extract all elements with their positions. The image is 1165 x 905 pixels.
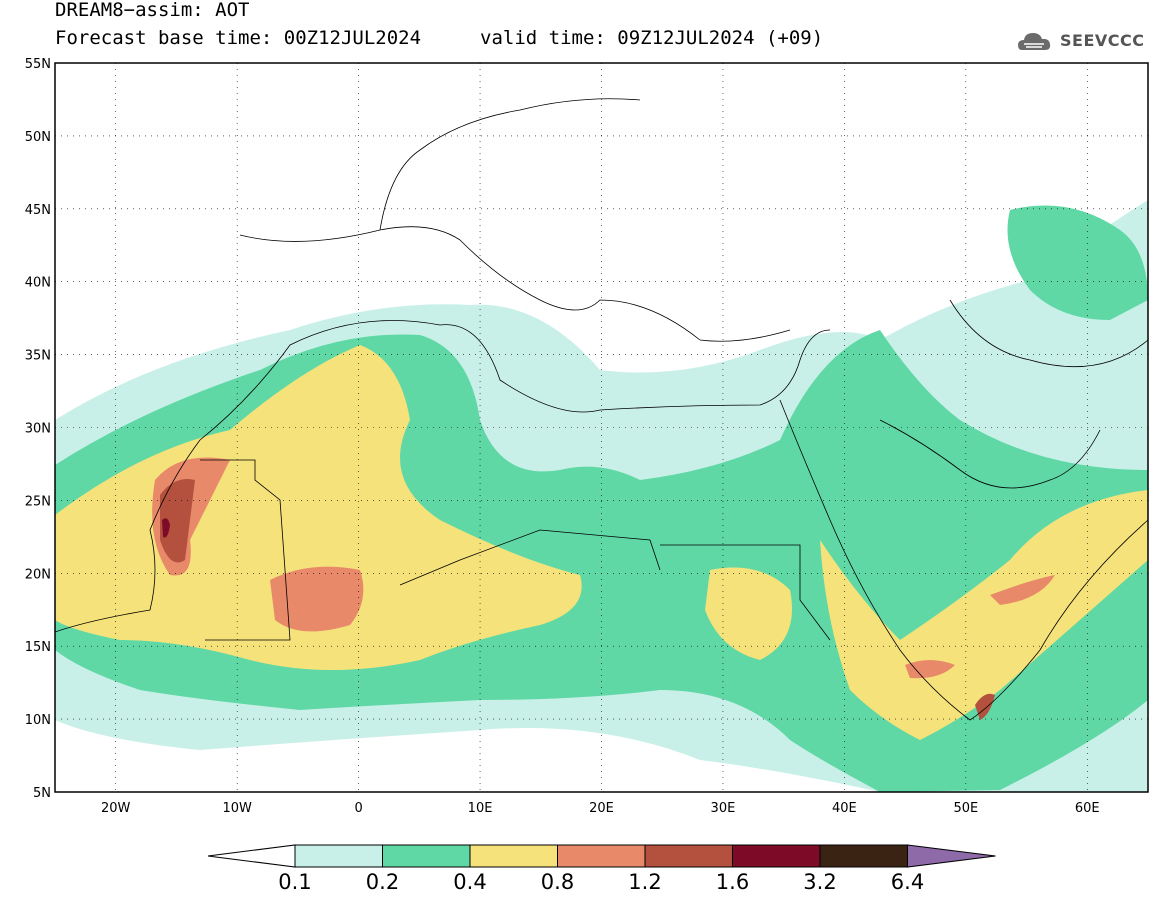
colorbar-label: 3.2 xyxy=(803,870,837,894)
colorbar-segment xyxy=(644,844,733,868)
lat-label: 5N xyxy=(33,786,51,801)
forecast-base-time: Forecast base time: 00Z12JUL2024 xyxy=(55,27,422,49)
colorbar-label: 0.2 xyxy=(365,870,400,894)
cloud-icon xyxy=(1018,33,1051,50)
aot-band-0.4 xyxy=(55,345,582,670)
lat-label: 20N xyxy=(25,567,51,582)
colorbar-segment xyxy=(294,844,383,868)
lat-label: 55N xyxy=(25,57,51,72)
lat-label: 10N xyxy=(25,713,51,728)
lon-label: 20E xyxy=(589,801,614,816)
aot-band-1.2-somalia xyxy=(975,693,995,720)
lat-label: 35N xyxy=(25,349,51,364)
lon-label: 10W xyxy=(222,801,252,816)
map-title: DREAM8−assim: AOT xyxy=(55,0,250,21)
latitude-labels: 55N 50N 45N 40N 35N 30N 25N 20N 15N 10N 5N xyxy=(25,57,51,801)
colorbar-segment xyxy=(819,844,908,868)
colorbar-label: 1.2 xyxy=(628,870,662,894)
colorbar-segment xyxy=(469,844,558,868)
lat-label: 30N xyxy=(25,422,51,437)
colorbar-label: 0.8 xyxy=(540,870,575,894)
lon-label: 20W xyxy=(101,801,131,816)
lat-label: 45N xyxy=(25,203,51,218)
aot-band-1.6 xyxy=(162,518,170,538)
colorbar-label: 0.4 xyxy=(453,870,487,894)
colorbar-label: 1.6 xyxy=(715,870,750,894)
lat-label: 40N xyxy=(25,276,51,291)
colorbar-lower-arrow xyxy=(207,844,296,868)
lon-label: 60E xyxy=(1075,801,1100,816)
valid-time: valid time: 09Z12JUL2024 (+09) xyxy=(480,27,824,49)
aot-band-0.8-sahel xyxy=(270,566,364,632)
colorbar-upper-arrow xyxy=(907,844,996,868)
colorbar xyxy=(207,844,996,868)
aot-band-0.8-arabia xyxy=(905,575,1055,679)
colorbar-segment xyxy=(557,844,646,868)
longitude-labels: 20W 10W 0 10E 20E 30E 40E 50E 60E xyxy=(101,801,1100,816)
country-borders xyxy=(55,98,1148,721)
gridlines xyxy=(55,63,1148,792)
aot-band-1.2 xyxy=(160,479,195,563)
colorbar-segment xyxy=(732,844,821,868)
colorbar-segment xyxy=(382,844,471,868)
aot-band-0.4-arabia xyxy=(820,490,1148,740)
colorbar-label: 6.4 xyxy=(890,870,925,894)
aot-band-0.4-east xyxy=(705,567,792,660)
lat-label: 15N xyxy=(25,640,51,655)
lat-label: 25N xyxy=(25,494,51,509)
logo-text: SEEVCCC xyxy=(1060,31,1145,50)
lon-label: 10E xyxy=(468,801,493,816)
colorbar-label: 0.1 xyxy=(278,870,312,894)
aot-band-0.2-north xyxy=(1007,205,1148,320)
lat-label: 50N xyxy=(25,130,51,145)
lon-label: 30E xyxy=(711,801,736,816)
lon-label: 50E xyxy=(953,801,978,816)
lon-label: 40E xyxy=(832,801,857,816)
lon-label: 0 xyxy=(354,801,362,816)
map-frame xyxy=(54,62,1149,793)
